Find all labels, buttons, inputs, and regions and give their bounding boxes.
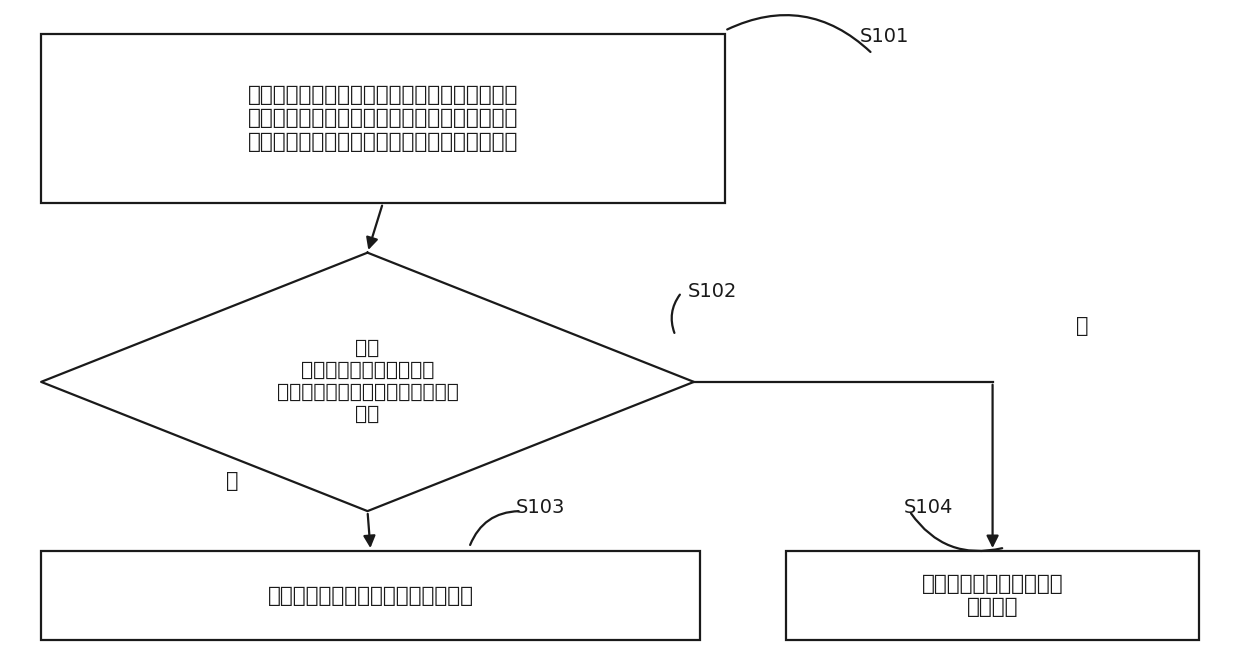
FancyBboxPatch shape: [41, 551, 701, 640]
Text: S101: S101: [861, 28, 910, 46]
Text: 保持左右轮毂的扭矩分配
系数不变: 保持左右轮毂的扭矩分配 系数不变: [921, 574, 1064, 617]
Text: S104: S104: [903, 498, 952, 517]
FancyBboxPatch shape: [786, 551, 1199, 640]
Text: S103: S103: [516, 498, 564, 517]
Text: 判断
实际运行轨迹之比和理想
运行轨迹之比是否都等于转弯半径
之比: 判断 实际运行轨迹之比和理想 运行轨迹之比是否都等于转弯半径 之比: [277, 340, 459, 424]
FancyBboxPatch shape: [41, 34, 724, 203]
Text: 对左右轮毂的扭矩分配系数进行调节: 对左右轮毂的扭矩分配系数进行调节: [268, 586, 474, 606]
Text: S102: S102: [688, 282, 737, 301]
Text: 否: 否: [226, 471, 238, 491]
Text: 在汽车转弯时，获取左驱动轮的实际运行轨迹和
右驱动轮的实际运行轨迹之比，并获取左驱动轮
的理想运行轨迹和右驱动轮的理想运行轨迹之比: 在汽车转弯时，获取左驱动轮的实际运行轨迹和 右驱动轮的实际运行轨迹之比，并获取左…: [248, 85, 518, 152]
Text: 是: 是: [1075, 315, 1089, 336]
